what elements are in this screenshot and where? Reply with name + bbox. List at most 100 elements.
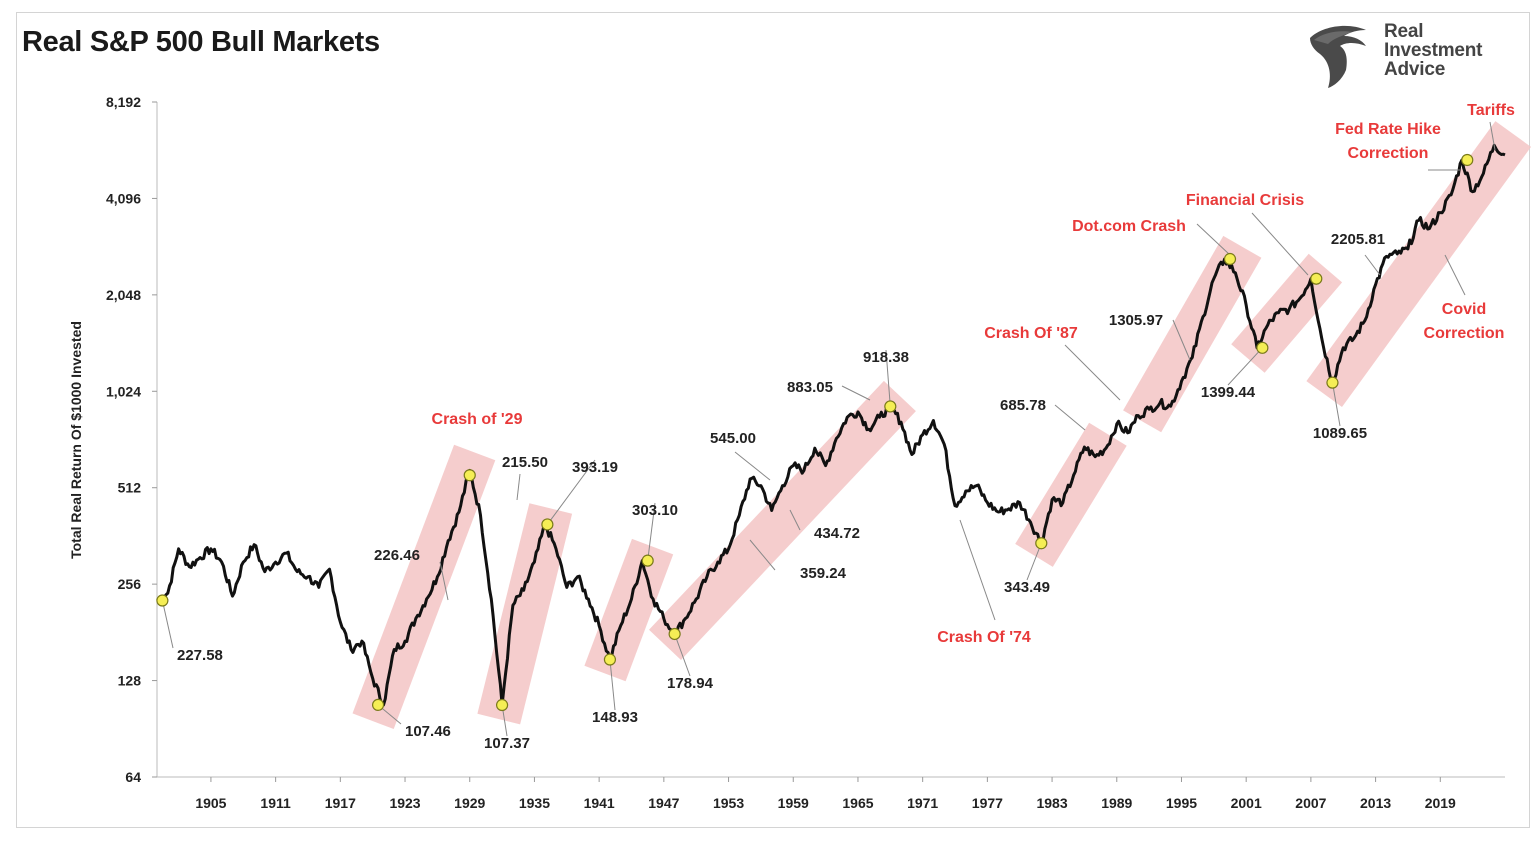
- marker-value-label: 918.38: [863, 349, 909, 366]
- chart-frame: [16, 12, 1530, 828]
- leader-line: [1251, 212, 1309, 276]
- marker-value-label: 1399.44: [1201, 384, 1256, 401]
- leader-line: [609, 659, 616, 711]
- marker-value-label: 343.49: [1004, 579, 1050, 596]
- value-label: 2205.81: [1331, 231, 1385, 248]
- leader-line: [1026, 543, 1042, 581]
- eagle-head-icon: [1310, 25, 1366, 88]
- value-label: 434.72: [814, 525, 860, 542]
- value-label: 215.50: [502, 454, 548, 471]
- leader-line: [1172, 319, 1191, 361]
- leader-line: [1364, 254, 1381, 276]
- turning-point-marker: [156, 594, 169, 607]
- x-tick-label: 2001: [1231, 795, 1262, 811]
- y-tick-label: 1,024: [106, 383, 141, 399]
- turning-point-marker: [541, 518, 554, 531]
- bull-market-band: [352, 444, 496, 729]
- value-label: 883.05: [787, 379, 833, 396]
- leader-line: [1064, 344, 1121, 401]
- x-tick-label: 1935: [519, 795, 550, 811]
- turning-point-marker: [495, 698, 509, 712]
- x-tick-label: 1959: [778, 795, 809, 811]
- x-tick-label: 1905: [195, 795, 226, 811]
- y-axis-label: Total Real Return Of $1000 Invested: [68, 321, 84, 559]
- event-label: Financial Crisis: [1186, 192, 1304, 209]
- leader-line: [885, 349, 891, 407]
- leader-line: [161, 600, 174, 649]
- turning-point-marker: [371, 698, 385, 712]
- leader-line: [749, 539, 776, 571]
- event-label: Fed Rate Hike: [1335, 121, 1441, 138]
- series-layer: [156, 143, 1506, 707]
- event-label: Tariffs: [1467, 102, 1515, 119]
- marker-value-label: 148.93: [592, 709, 638, 726]
- value-label: 226.46: [374, 547, 420, 564]
- x-tick-label: 1923: [389, 795, 420, 811]
- turning-point-marker: [884, 400, 897, 413]
- series-line: [156, 143, 1506, 707]
- x-tick-label: 2007: [1295, 795, 1326, 811]
- leader-line: [734, 451, 771, 481]
- event-label: Correction: [1424, 325, 1505, 342]
- x-tick-label: 1911: [260, 795, 291, 811]
- x-tick-label: 1965: [842, 795, 873, 811]
- logo-line-2: Investment: [1384, 40, 1483, 61]
- x-tick-label: 1989: [1101, 795, 1132, 811]
- logo-line-3: Advice: [1384, 59, 1446, 80]
- event-label: Crash Of '74: [937, 629, 1031, 646]
- marker-value-label: 107.37: [484, 735, 530, 752]
- y-tick-label: 128: [118, 673, 142, 689]
- annotation-leaders: [161, 121, 1496, 737]
- x-tick-label: 1929: [454, 795, 485, 811]
- chart-title: Real S&P 500 Bull Markets: [22, 26, 380, 58]
- turning-point-markers: [156, 153, 1474, 712]
- x-tick-label: 1917: [325, 795, 356, 811]
- marker-value-label: 107.46: [405, 723, 451, 740]
- leader-line: [841, 385, 871, 401]
- marker-value-label: 227.58: [177, 647, 223, 664]
- y-tick-label: 512: [118, 480, 142, 496]
- turning-point-marker: [1310, 272, 1323, 285]
- x-tick-label: 1983: [1036, 795, 1067, 811]
- x-tick-label: 1995: [1166, 795, 1197, 811]
- y-tick-label: 4,096: [106, 190, 141, 206]
- event-label: Covid: [1442, 301, 1486, 318]
- y-tick-label: 64: [125, 769, 141, 785]
- turning-point-marker: [668, 627, 681, 641]
- x-ticks: 1905 1911 1917 1923 1929 1935 1941 1947 1953 1959…: [195, 777, 1456, 811]
- logo-wordmark: Real Investment Advice: [1384, 21, 1483, 80]
- turning-point-marker: [1035, 537, 1048, 550]
- event-label: Correction: [1348, 145, 1429, 162]
- leader-line: [959, 519, 996, 621]
- bull-market-band: [1123, 235, 1262, 433]
- x-tick-label: 2019: [1425, 795, 1456, 811]
- x-tick-label: 2013: [1360, 795, 1391, 811]
- y-tick-label: 256: [118, 576, 142, 592]
- leader-line: [1196, 223, 1231, 256]
- event-label: Crash Of '87: [984, 325, 1078, 342]
- leader-line: [1227, 347, 1263, 386]
- value-label: 545.00: [710, 430, 756, 447]
- marker-value-label: 178.94: [667, 675, 714, 692]
- marker-value-label: 393.19: [572, 459, 618, 476]
- leader-line: [546, 459, 596, 525]
- leader-line: [1489, 121, 1496, 151]
- annotation-labels: 227.58 107.46 107.37 393.19 148.93 303.10 178.…: [177, 102, 1515, 752]
- leader-line: [1054, 404, 1086, 431]
- x-tick-label: 1971: [907, 795, 938, 811]
- event-label: Crash of '29: [432, 411, 523, 428]
- marker-value-label: 1089.65: [1313, 425, 1367, 442]
- brand-logo: Real Investment Advice: [1300, 20, 1510, 90]
- marker-value-label: 303.10: [632, 502, 678, 519]
- value-label: 685.78: [1000, 397, 1046, 414]
- leader-line: [439, 561, 449, 601]
- bull-market-band: [649, 380, 916, 660]
- logo-line-1: Real: [1384, 21, 1424, 42]
- x-tick-label: 1941: [584, 795, 615, 811]
- y-ticks: 64 128 256 512 1,024 2,048 4,096 8,192: [106, 94, 157, 785]
- x-tick-label: 1947: [648, 795, 679, 811]
- y-tick-label: 8,192: [106, 94, 141, 110]
- leader-line: [789, 509, 801, 531]
- value-label: 1305.97: [1109, 312, 1163, 329]
- turning-point-marker: [603, 653, 617, 666]
